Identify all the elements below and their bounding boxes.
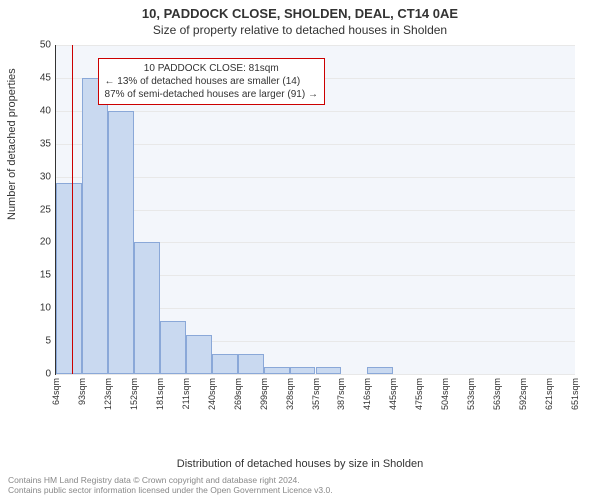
histogram-bar	[108, 111, 134, 374]
histogram-bar	[316, 367, 342, 374]
footer-attribution: Contains HM Land Registry data © Crown c…	[8, 475, 592, 496]
histogram-bar	[212, 354, 238, 374]
histogram-bar	[160, 321, 186, 374]
xtick-label: 328sqm	[285, 378, 295, 410]
xtick-label: 387sqm	[336, 378, 346, 410]
ytick-label: 35	[40, 138, 51, 149]
ytick-label: 20	[40, 237, 51, 248]
plot-area: 0510152025303540455064sqm93sqm123sqm152s…	[55, 45, 575, 375]
xtick-label: 64sqm	[51, 378, 61, 405]
ytick-label: 45	[40, 72, 51, 83]
xtick-label: 504sqm	[440, 378, 450, 410]
gridline	[56, 45, 575, 46]
xtick-label: 93sqm	[77, 378, 87, 405]
ytick-label: 30	[40, 171, 51, 182]
histogram-bar	[290, 367, 316, 374]
xtick-label: 357sqm	[311, 378, 321, 410]
histogram-bar	[82, 78, 108, 374]
ytick-label: 15	[40, 270, 51, 281]
xtick-label: 475sqm	[414, 378, 424, 410]
xtick-label: 416sqm	[362, 378, 372, 410]
xtick-label: 621sqm	[544, 378, 554, 410]
histogram-bar	[186, 335, 212, 374]
reference-line	[72, 45, 73, 374]
x-axis-label: Distribution of detached houses by size …	[0, 458, 600, 470]
gridline	[56, 374, 575, 375]
y-axis-label: Number of detached properties	[6, 68, 18, 220]
gridline	[56, 210, 575, 211]
xtick-label: 533sqm	[466, 378, 476, 410]
gridline	[56, 111, 575, 112]
gridline	[56, 177, 575, 178]
gridline	[56, 144, 575, 145]
annotation-box: 10 PADDOCK CLOSE: 81sqm← 13% of detached…	[98, 58, 325, 105]
footer-line1: Contains HM Land Registry data © Crown c…	[8, 475, 592, 486]
histogram-bar	[134, 242, 160, 374]
chart-title: 10, PADDOCK CLOSE, SHOLDEN, DEAL, CT14 0…	[0, 0, 600, 21]
ytick-label: 25	[40, 204, 51, 215]
xtick-label: 269sqm	[233, 378, 243, 410]
xtick-label: 211sqm	[181, 378, 191, 409]
annotation-line: ← 13% of detached houses are smaller (14…	[105, 75, 318, 88]
histogram-bar	[238, 354, 264, 374]
chart-subtitle: Size of property relative to detached ho…	[0, 21, 600, 37]
histogram-bar	[367, 367, 393, 374]
histogram-bar	[56, 183, 82, 374]
ytick-label: 40	[40, 105, 51, 116]
xtick-label: 181sqm	[155, 378, 165, 410]
xtick-label: 592sqm	[518, 378, 528, 410]
xtick-label: 152sqm	[129, 378, 139, 410]
xtick-label: 563sqm	[492, 378, 502, 410]
footer-line2: Contains public sector information licen…	[8, 485, 592, 496]
chart-container: 10, PADDOCK CLOSE, SHOLDEN, DEAL, CT14 0…	[0, 0, 600, 500]
ytick-label: 50	[40, 40, 51, 51]
xtick-label: 240sqm	[207, 378, 217, 410]
ytick-label: 10	[40, 303, 51, 314]
xtick-label: 445sqm	[388, 378, 398, 410]
xtick-label: 651sqm	[570, 378, 580, 410]
annotation-line: 87% of semi-detached houses are larger (…	[105, 88, 318, 101]
ytick-label: 5	[45, 336, 51, 347]
annotation-line: 10 PADDOCK CLOSE: 81sqm	[105, 62, 318, 75]
xtick-label: 299sqm	[259, 378, 269, 410]
histogram-bar	[264, 367, 290, 374]
xtick-label: 123sqm	[103, 378, 113, 410]
